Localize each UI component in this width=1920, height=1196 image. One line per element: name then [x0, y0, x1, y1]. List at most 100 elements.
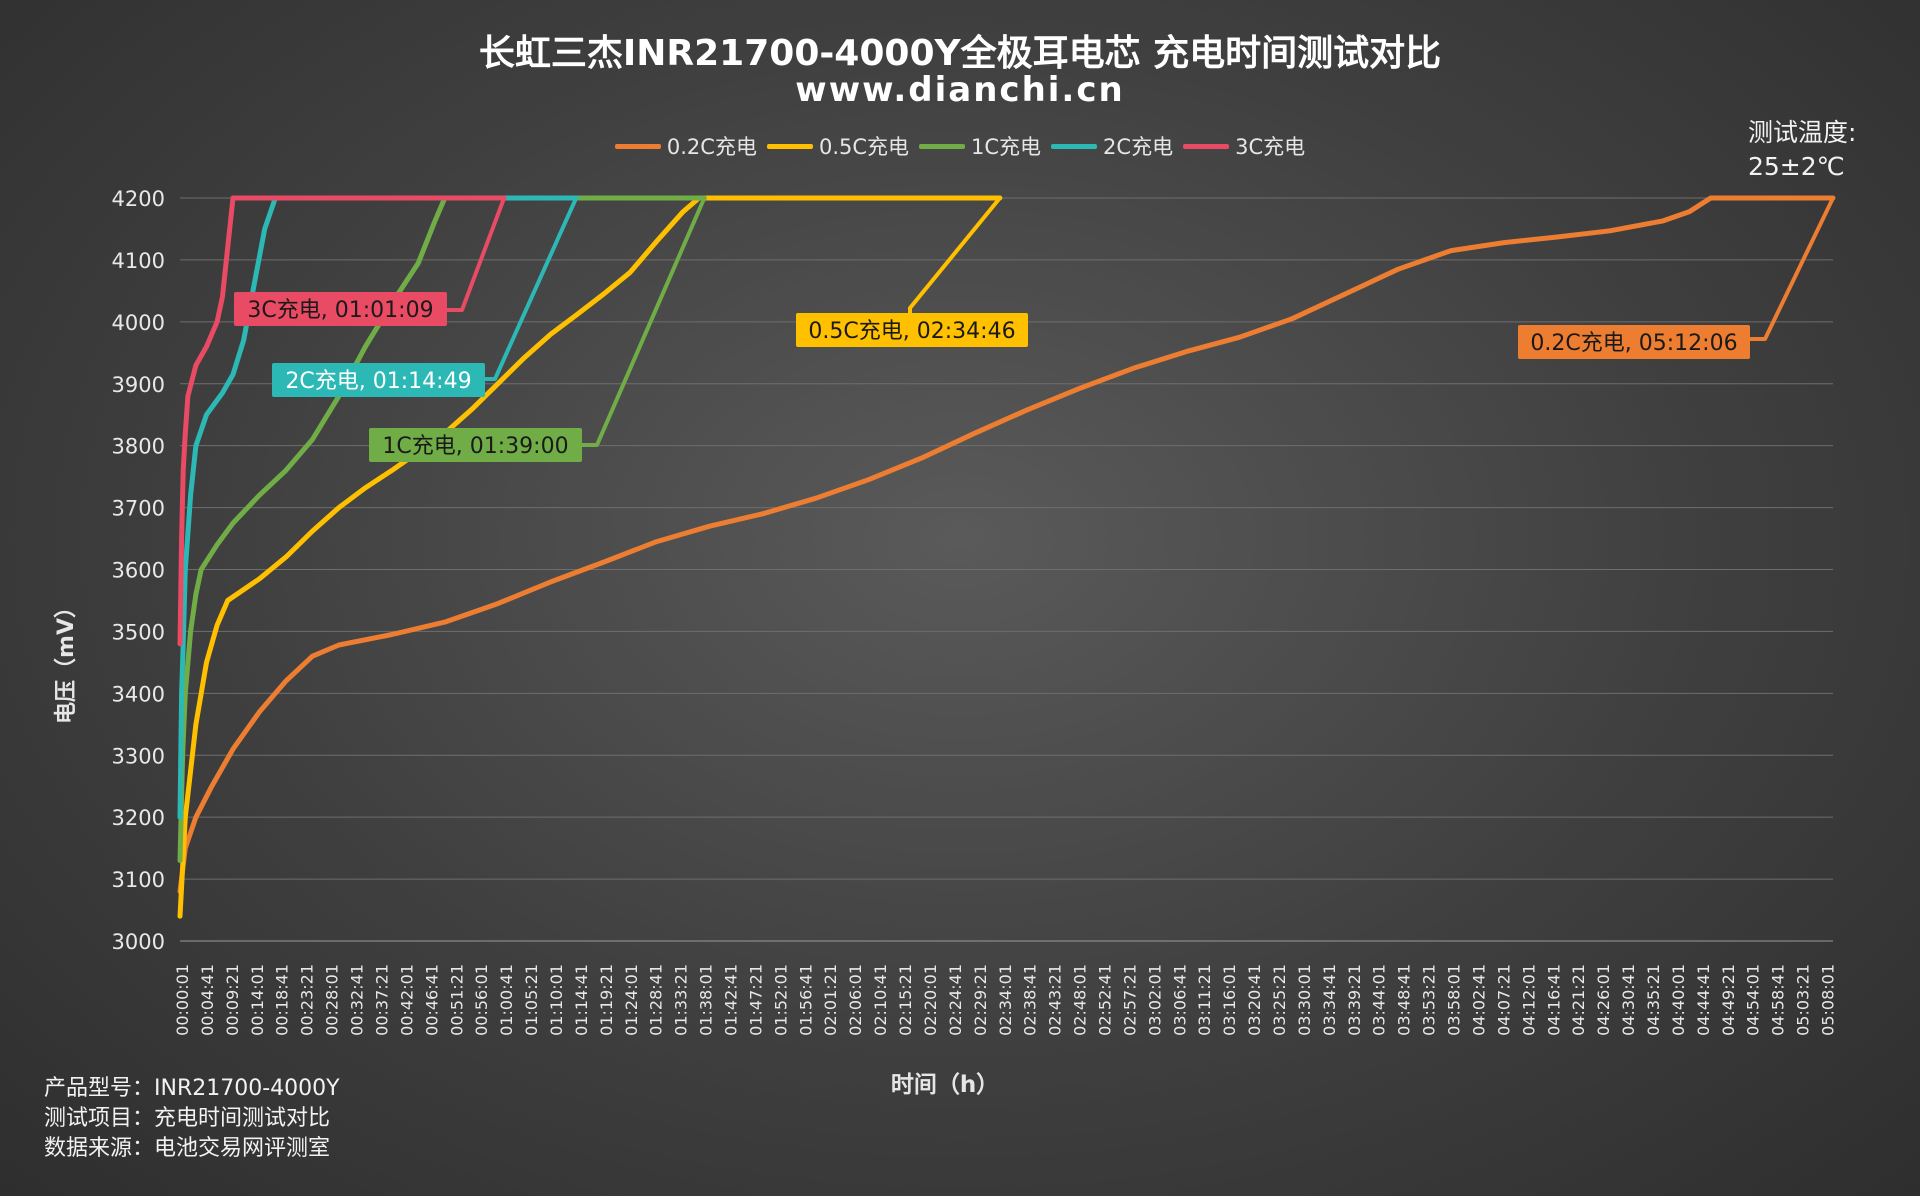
x-tick-label-48: 03:44:01	[1370, 964, 1389, 1036]
y-tick-label-3800: 3800	[112, 435, 165, 459]
x-tick-label-4: 00:18:41	[273, 964, 292, 1036]
x-tick-label-46: 03:34:41	[1320, 964, 1339, 1036]
callout-label-4: 3C充电, 01:01:09	[247, 298, 433, 323]
x-tick-label-51: 03:58:01	[1445, 964, 1464, 1036]
callout-leader-3	[485, 197, 578, 381]
legend-swatch-0	[614, 143, 661, 149]
x-tick-label-14: 01:05:21	[522, 964, 541, 1036]
x-tick-label-34: 02:38:41	[1021, 964, 1040, 1036]
x-tick-label-65: 05:03:21	[1794, 964, 1813, 1036]
x-tick-label-31: 02:24:41	[946, 964, 965, 1036]
x-tick-label-62: 04:49:21	[1719, 964, 1738, 1036]
series-line-3	[177, 195, 579, 820]
x-tick-label-8: 00:37:21	[372, 964, 391, 1036]
chart-subtitle: www.dianchi.cn	[795, 70, 1125, 110]
series-line-2	[177, 195, 707, 863]
x-tick-label-39: 03:02:01	[1145, 964, 1164, 1036]
x-tick-label-3: 00:14:01	[248, 964, 267, 1036]
y-tick-label-3200: 3200	[112, 806, 165, 830]
x-tick-label-25: 01:56:41	[796, 964, 815, 1036]
x-tick-label-33: 02:34:01	[996, 964, 1015, 1036]
x-tick-label-26: 02:01:21	[821, 964, 840, 1036]
x-tick-label-21: 01:38:01	[697, 964, 716, 1036]
x-tick-label-6: 00:28:01	[323, 964, 342, 1036]
x-tick-label-13: 01:00:41	[497, 964, 516, 1036]
temperature-value: 25±2℃	[1748, 152, 1845, 181]
y-tick-label-4200: 4200	[112, 187, 165, 211]
legend-item-3: 2C充电	[1051, 131, 1173, 161]
x-tick-label-40: 03:06:41	[1170, 964, 1189, 1036]
y-tick-label-3900: 3900	[112, 373, 165, 397]
x-tick-label-18: 01:24:01	[622, 964, 641, 1036]
x-tick-label-19: 01:28:41	[647, 964, 666, 1036]
x-tick-label-52: 04:02:41	[1469, 964, 1488, 1036]
legend-swatch-3	[1051, 143, 1098, 149]
x-tick-label-45: 03:30:01	[1295, 964, 1314, 1036]
x-tick-label-50: 03:53:21	[1420, 964, 1439, 1036]
callout-box-2	[369, 428, 582, 462]
callout-leader-2	[582, 197, 707, 447]
x-tick-label-28: 02:10:41	[871, 964, 890, 1036]
callout-leader-0	[1750, 197, 1835, 341]
y-tick-label-3500: 3500	[112, 620, 165, 644]
x-tick-label-59: 04:35:21	[1644, 964, 1663, 1036]
x-tick-label-42: 03:16:01	[1220, 964, 1239, 1036]
info-item: 测试项目：充电时间测试对比	[44, 1106, 331, 1131]
x-tick-label-17: 01:19:21	[597, 964, 616, 1036]
callout-label-2: 1C充电, 01:39:00	[382, 434, 568, 459]
callout-box-4	[234, 292, 447, 326]
x-tick-label-41: 03:11:21	[1195, 964, 1214, 1036]
callout-box-0	[1518, 325, 1750, 359]
legend-label-2: 1C充电	[971, 135, 1042, 159]
x-tick-label-9: 00:42:01	[397, 964, 416, 1036]
y-tick-label-3400: 3400	[112, 682, 165, 706]
info-model: 产品型号：INR21700-4000Y	[44, 1076, 340, 1101]
info-source: 数据来源：电池交易网评测室	[44, 1136, 331, 1161]
x-tick-label-10: 00:46:41	[422, 964, 441, 1036]
y-tick-label-3600: 3600	[112, 559, 165, 583]
legend-item-0: 0.2C充电	[614, 131, 757, 161]
legend-swatch-4	[1183, 143, 1230, 149]
x-tick-label-2: 00:09:21	[223, 964, 242, 1036]
callout-leader-1	[908, 196, 1002, 313]
x-tick-label-56: 04:21:21	[1569, 964, 1588, 1036]
x-tick-label-36: 02:48:01	[1071, 964, 1090, 1036]
x-tick-label-1: 00:04:41	[198, 964, 217, 1036]
x-tick-label-12: 00:56:01	[472, 964, 491, 1036]
series-line-0	[177, 195, 1836, 894]
x-tick-label-20: 01:33:21	[672, 964, 691, 1036]
legend-label-1: 0.5C充电	[818, 135, 910, 159]
x-tick-label-29: 02:15:21	[896, 964, 915, 1036]
x-tick-label-0: 00:00:01	[173, 964, 192, 1036]
x-tick-label-5: 00:23:21	[298, 964, 317, 1036]
legend-label-4: 3C充电	[1235, 135, 1306, 159]
chart-title: 长虹三杰INR21700-4000Y全极耳电芯 充电时间测试对比	[478, 33, 1442, 74]
callout-label-1: 0.5C充电, 02:34:46	[808, 319, 1015, 344]
x-tick-label-47: 03:39:21	[1345, 964, 1364, 1036]
x-tick-label-64: 04:58:41	[1769, 964, 1788, 1036]
x-tick-label-53: 04:07:21	[1494, 964, 1513, 1036]
x-tick-label-37: 02:52:41	[1095, 964, 1114, 1036]
y-axis-title: 电压（mV）	[54, 596, 79, 724]
callout-leader-4	[447, 197, 507, 312]
legend: 0.2C充电 0.5C充电 1C充电 2C充电 3C充电	[0, 131, 1920, 161]
callout-box-1	[796, 313, 1028, 347]
legend-item-2: 1C充电	[919, 131, 1041, 161]
x-tick-label-27: 02:06:01	[846, 964, 865, 1036]
legend-swatch-1	[766, 143, 813, 149]
x-axis-title: 时间（h）	[890, 1072, 1000, 1098]
x-tick-label-61: 04:44:41	[1694, 964, 1713, 1036]
y-tick-label-3000: 3000	[112, 930, 165, 954]
x-tick-label-30: 02:20:01	[921, 964, 940, 1036]
x-tick-label-57: 04:26:01	[1594, 964, 1613, 1036]
x-tick-label-16: 01:14:41	[572, 964, 591, 1036]
temperature-label: 测试温度:	[1748, 118, 1857, 147]
callout-box-3	[272, 363, 485, 397]
x-tick-label-7: 00:32:41	[348, 964, 367, 1036]
x-tick-label-24: 01:52:01	[771, 964, 790, 1036]
x-tick-label-44: 03:25:21	[1270, 964, 1289, 1036]
x-tick-label-11: 00:51:21	[447, 964, 466, 1036]
x-tick-label-54: 04:12:01	[1519, 964, 1538, 1036]
x-tick-label-55: 04:16:41	[1544, 964, 1563, 1036]
